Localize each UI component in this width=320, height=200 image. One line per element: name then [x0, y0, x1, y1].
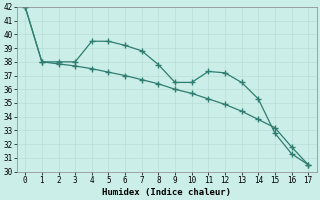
- X-axis label: Humidex (Indice chaleur): Humidex (Indice chaleur): [102, 188, 231, 197]
